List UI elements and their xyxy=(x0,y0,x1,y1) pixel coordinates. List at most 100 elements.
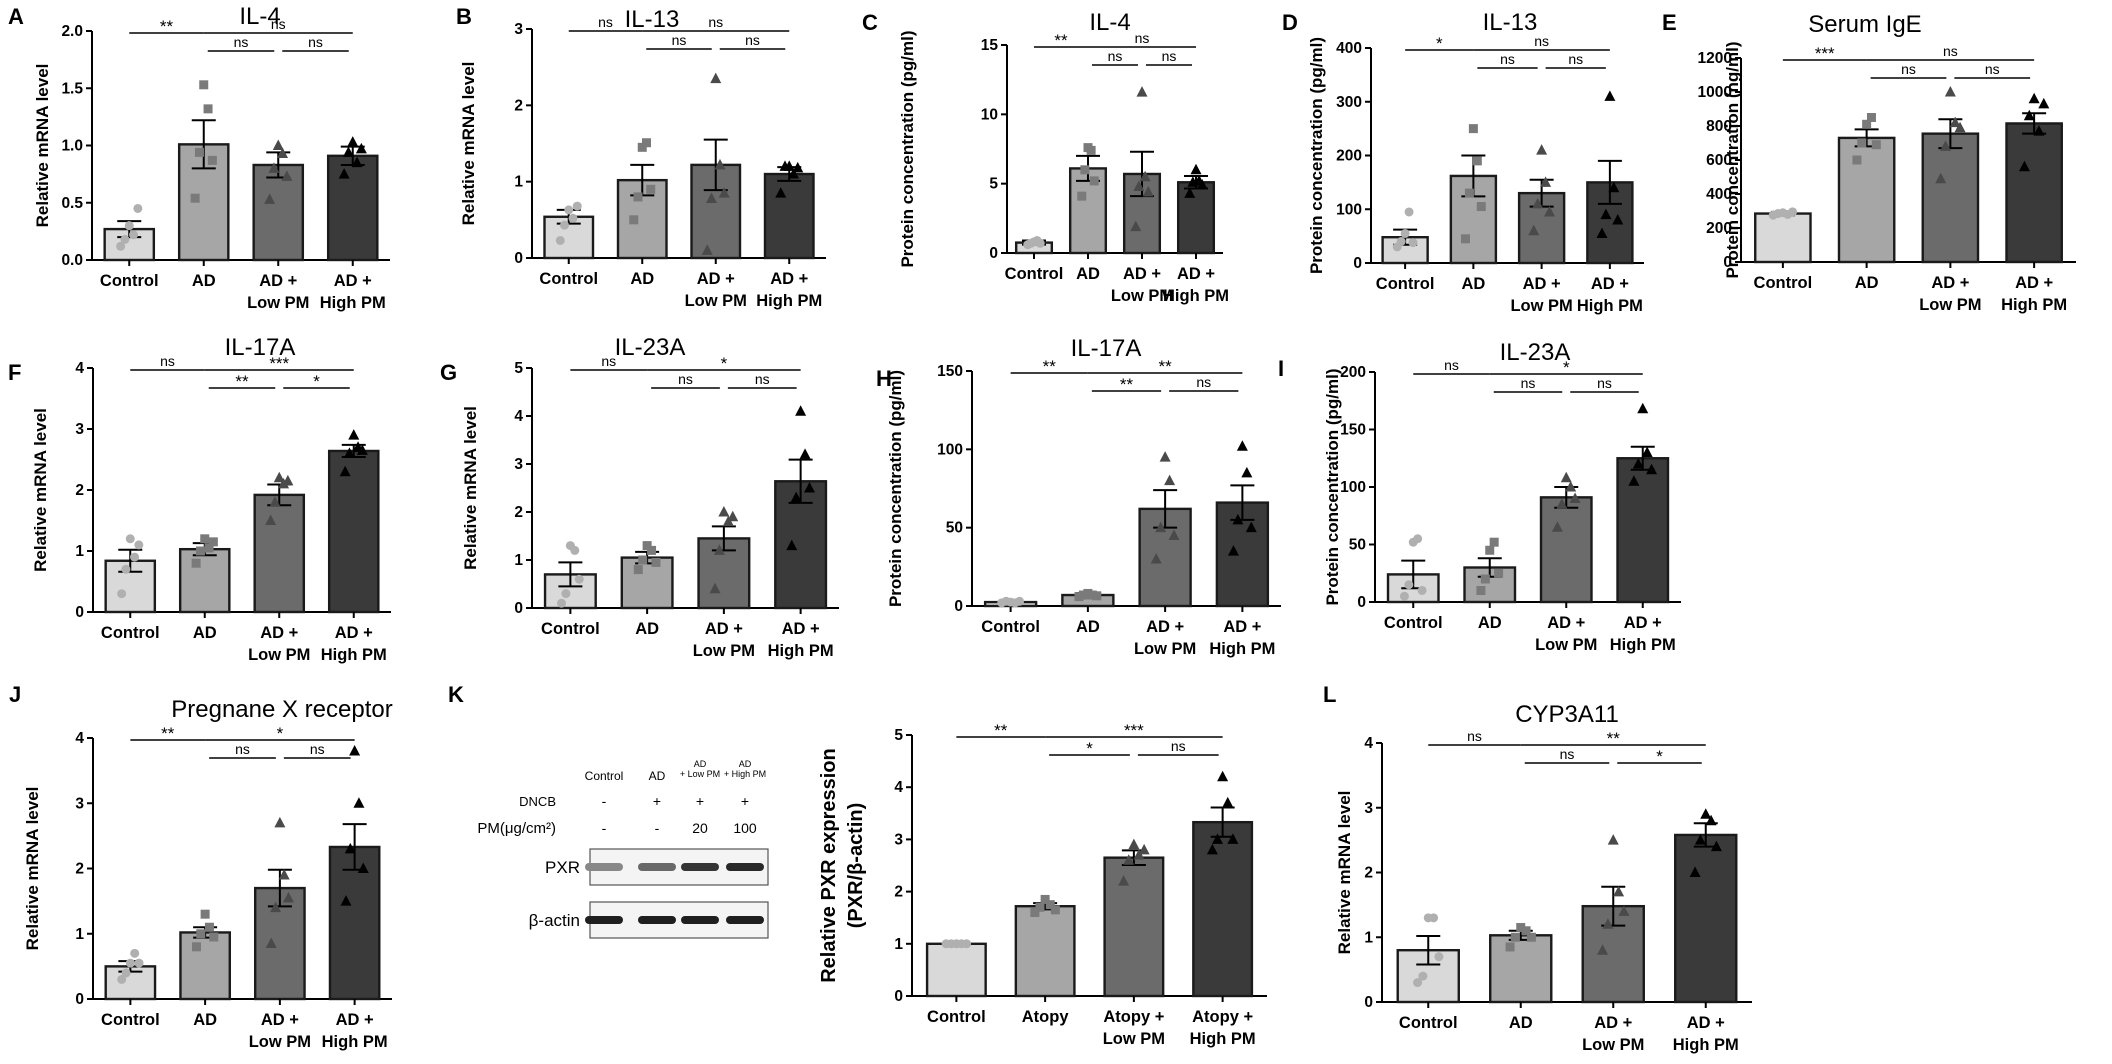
chart-title: IL-4 xyxy=(1089,9,1130,36)
blot-row-value: 100 xyxy=(733,820,757,836)
panel-letter: K xyxy=(448,682,464,707)
data-point xyxy=(1155,521,1167,533)
data-point xyxy=(1136,86,1148,97)
significance-label: ** xyxy=(994,721,1008,740)
data-point xyxy=(269,496,281,507)
significance-label: ns xyxy=(678,371,693,387)
x-category-label: AD + xyxy=(697,270,735,288)
x-category-label: AD + xyxy=(335,624,373,642)
blot-lane-header: + Low PM xyxy=(680,769,720,779)
x-category-label: Control xyxy=(101,1011,160,1029)
blot-lane-header: AD xyxy=(694,759,707,769)
data-point xyxy=(1613,885,1625,897)
significance-label: ns xyxy=(672,32,687,48)
y-tick-label: 2 xyxy=(894,884,903,901)
x-category-label: AD + xyxy=(705,620,743,638)
data-point xyxy=(1700,808,1712,819)
x-category-label: High PM xyxy=(320,294,386,312)
data-point xyxy=(1408,238,1418,248)
data-point xyxy=(1600,208,1612,220)
data-point xyxy=(1485,545,1495,555)
bar xyxy=(252,163,305,262)
blot-band xyxy=(681,916,719,924)
data-point xyxy=(1551,521,1563,532)
data-point xyxy=(1612,214,1624,225)
y-tick-label: 50 xyxy=(946,520,963,537)
data-point xyxy=(134,540,144,550)
x-category-label: Control xyxy=(927,1008,986,1026)
blot-band xyxy=(638,863,676,871)
y-axis-label: Protein concentration (pg/ml) xyxy=(1323,368,1342,605)
x-category-label: AD + xyxy=(1591,275,1629,293)
significance-label: ns xyxy=(745,32,760,48)
data-point xyxy=(1596,227,1608,238)
data-point xyxy=(277,147,289,159)
y-tick-label: 4 xyxy=(75,730,84,747)
data-point xyxy=(282,474,294,486)
data-point xyxy=(1035,238,1045,248)
x-category-label: AD xyxy=(1461,275,1485,293)
data-point xyxy=(133,203,143,213)
y-tick-label: 0 xyxy=(894,988,903,1005)
data-point xyxy=(803,482,815,493)
bar xyxy=(620,556,674,610)
data-point xyxy=(264,193,276,204)
data-point xyxy=(1949,116,1961,128)
x-category-label: Control xyxy=(541,620,600,638)
data-point xyxy=(1139,170,1151,182)
data-point xyxy=(792,161,804,173)
data-point xyxy=(1164,474,1176,486)
y-axis-label: Protein concentration (pg/ml) xyxy=(1307,37,1326,274)
panel-letter: E xyxy=(1662,10,1677,35)
significance-label: * xyxy=(1656,747,1663,766)
data-point xyxy=(1077,191,1087,201)
panel-letter: C xyxy=(862,10,878,35)
data-point xyxy=(786,539,798,551)
y-tick-label: 5 xyxy=(894,727,903,744)
data-point xyxy=(1417,586,1427,595)
data-point xyxy=(1245,521,1257,533)
data-point xyxy=(1489,537,1499,547)
y-tick-label: 3 xyxy=(75,795,84,812)
x-category-label: AD + xyxy=(770,270,808,288)
chart-title: IL-4 xyxy=(239,3,280,30)
x-category-label: Low PM xyxy=(247,294,309,312)
significance-label: ns xyxy=(235,741,250,757)
x-category-label: AD xyxy=(630,270,654,288)
x-category-label: High PM xyxy=(1610,636,1676,654)
data-point xyxy=(1516,923,1526,933)
x-category-label: Low PM xyxy=(1535,636,1597,654)
y-tick-label: 200 xyxy=(1336,148,1362,165)
panel-i: I IL-23A Protein concentration (pg/ml) 0 50 1… xyxy=(1278,339,1681,654)
y-tick-label: 1 xyxy=(894,936,903,953)
data-point xyxy=(564,205,574,215)
blot-lane-header: + High PM xyxy=(724,769,766,779)
data-point xyxy=(1413,978,1423,988)
blot-band xyxy=(726,863,764,871)
data-point xyxy=(272,139,284,150)
data-point xyxy=(351,156,363,168)
data-point xyxy=(727,510,739,522)
data-point xyxy=(557,598,567,608)
blot-band xyxy=(585,863,623,871)
data-point xyxy=(1035,902,1045,912)
data-point xyxy=(125,958,135,968)
data-point xyxy=(1434,952,1444,962)
panel-a: A IL-4 Relative mRNA level 0.0 0.5 1.0 1.5 2.0 C… xyxy=(8,3,390,312)
data-point xyxy=(1184,187,1196,198)
significance-label: *** xyxy=(269,354,289,373)
data-point xyxy=(799,448,811,459)
data-point xyxy=(274,816,286,828)
data-point xyxy=(1015,596,1025,606)
data-point xyxy=(121,564,131,574)
significance-label: * xyxy=(277,724,284,743)
data-point xyxy=(1646,463,1658,475)
y-axis-label: Relative PXR expression (PXR/β-actin) xyxy=(818,748,867,983)
blot-band xyxy=(585,916,623,924)
data-point xyxy=(129,230,139,240)
x-category-label: Low PM xyxy=(1103,1030,1165,1048)
significance-label: ns xyxy=(234,34,249,50)
data-point xyxy=(1526,932,1536,942)
blot-row-value: - xyxy=(602,793,607,809)
bar xyxy=(1103,856,1165,998)
